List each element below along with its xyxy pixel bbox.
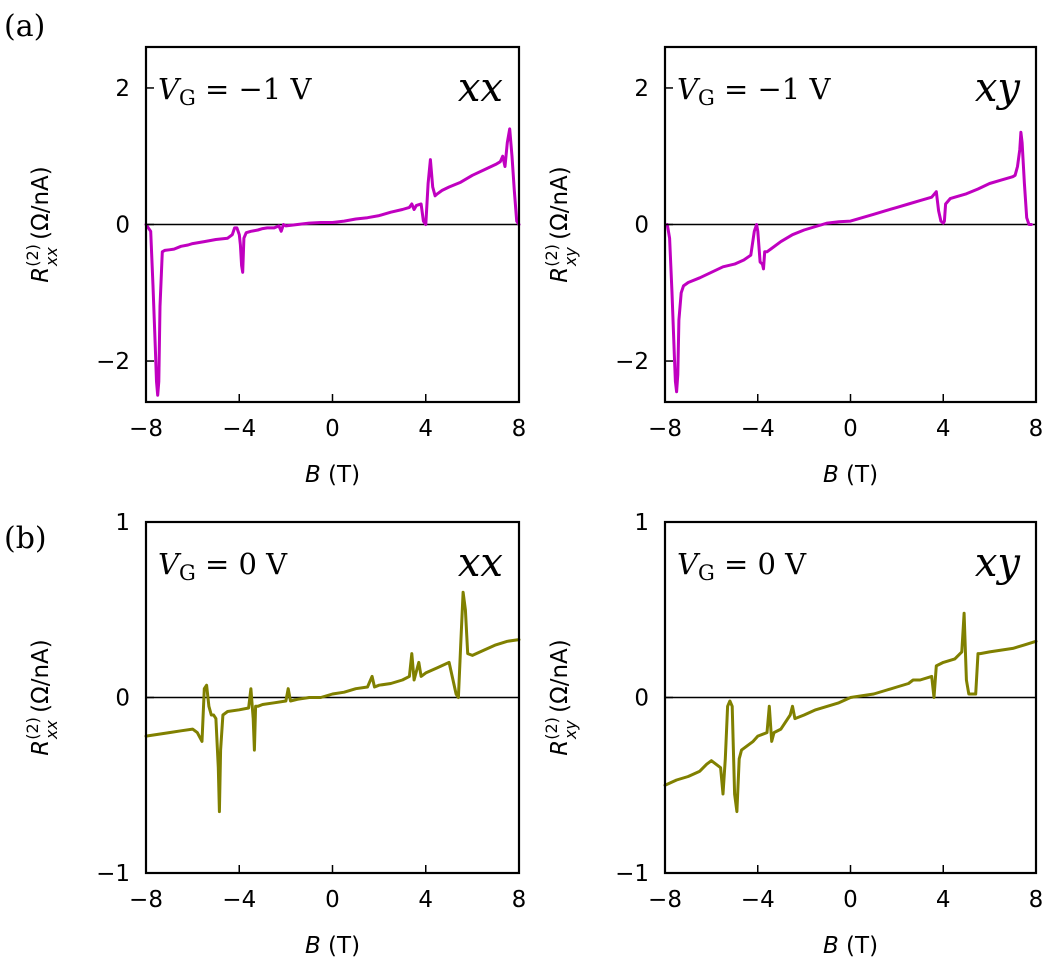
series-line-a-xx (144, 127, 521, 397)
gate-voltage-label: VG = −1 V (677, 72, 831, 110)
x-axis-var: B (823, 933, 839, 959)
y-axis-superscript: (2) (23, 717, 42, 740)
y-axis-superscript: (2) (542, 244, 561, 267)
x-tick-label: −4 (741, 887, 775, 913)
x-tick-label: −8 (129, 887, 163, 913)
x-tick-label: −8 (129, 416, 163, 442)
gate-symbol: V (158, 547, 182, 581)
x-tick-label: 8 (1029, 887, 1044, 913)
x-axis-var: B (305, 933, 321, 959)
y-tick-label: −1 (96, 861, 130, 887)
x-tick-label: 8 (512, 887, 527, 913)
x-tick-label: −4 (222, 416, 256, 442)
y-axis-superscript: (2) (542, 717, 561, 740)
x-tick-label: −4 (741, 416, 775, 442)
y-axis-label: R(2)xx (Ω/nA) (23, 639, 61, 756)
x-tick-label: −8 (648, 416, 682, 442)
x-axis-unit: (T) (321, 462, 360, 488)
y-axis-unit: (Ω/nA) (547, 639, 573, 720)
panel-label-a: (a) (4, 9, 45, 44)
x-axis-label: B (T) (305, 933, 360, 959)
y-axis-subscript: xy (561, 247, 580, 267)
y-axis-subscript: xx (42, 247, 61, 267)
x-axis-var: B (305, 462, 321, 488)
x-tick-label: 4 (418, 887, 433, 913)
x-axis-label: B (T) (823, 933, 878, 959)
x-axis-label: B (T) (823, 462, 878, 488)
x-tick-label: 0 (325, 887, 340, 913)
y-axis-subscript: xx (42, 720, 61, 740)
gate-voltage-label: VG = 0 V (158, 547, 288, 585)
series-line-a-xy (665, 130, 1033, 394)
y-axis-subscript: xy (561, 720, 580, 740)
y-tick-label: 2 (115, 76, 130, 102)
component-label: xx (458, 540, 503, 586)
x-axis-unit: (T) (839, 933, 878, 959)
x-tick-label: 4 (418, 416, 433, 442)
x-tick-label: 0 (325, 416, 340, 442)
component-label: xx (458, 65, 503, 111)
y-axis-unit: (Ω/nA) (28, 166, 54, 247)
gate-voltage-label: VG = −1 V (158, 72, 312, 110)
component-label: xy (975, 540, 1022, 586)
gate-value: = −1 V (715, 72, 832, 106)
x-tick-label: −8 (648, 887, 682, 913)
gate-symbol: V (158, 72, 182, 106)
x-axis-unit: (T) (839, 462, 878, 488)
y-tick-label: 1 (115, 510, 130, 536)
x-axis-var: B (823, 462, 839, 488)
series-line-b-xx (144, 590, 521, 814)
series-line-b-xy (663, 611, 1038, 814)
x-tick-label: 8 (512, 416, 527, 442)
y-tick-label: −1 (615, 861, 649, 887)
y-axis-var: R (28, 267, 54, 283)
y-tick-label: 0 (115, 686, 130, 712)
gate-symbol: V (677, 547, 701, 581)
y-tick-label: 0 (115, 213, 130, 239)
y-tick-label: 1 (634, 510, 649, 536)
y-axis-var: R (547, 740, 573, 756)
y-axis-label: R(2)xy (Ω/nA) (542, 166, 580, 283)
gate-subscript: G (179, 86, 196, 110)
y-tick-label: −2 (96, 349, 130, 375)
gate-value: = −1 V (196, 72, 313, 106)
x-axis-label: B (T) (305, 462, 360, 488)
y-axis-var: R (28, 740, 54, 756)
gate-subscript: G (698, 561, 715, 585)
x-tick-label: 4 (936, 887, 951, 913)
y-axis-label: R(2)xy (Ω/nA) (542, 639, 580, 756)
x-tick-label: 0 (843, 887, 858, 913)
y-tick-label: 0 (634, 686, 649, 712)
y-axis-superscript: (2) (23, 244, 42, 267)
x-tick-label: 8 (1029, 416, 1044, 442)
gate-subscript: G (698, 86, 715, 110)
y-tick-label: −2 (615, 349, 649, 375)
x-tick-label: 4 (936, 416, 951, 442)
y-axis-unit: (Ω/nA) (547, 166, 573, 247)
y-tick-label: 0 (634, 213, 649, 239)
y-axis-unit: (Ω/nA) (28, 639, 54, 720)
panel-label-b: (b) (4, 521, 47, 556)
gate-value: = 0 V (715, 547, 807, 581)
y-tick-label: 2 (634, 76, 649, 102)
gate-voltage-label: VG = 0 V (677, 547, 807, 585)
x-tick-label: 0 (843, 416, 858, 442)
x-axis-unit: (T) (321, 933, 360, 959)
y-axis-label: R(2)xx (Ω/nA) (23, 166, 61, 283)
component-label: xy (975, 65, 1022, 111)
gate-symbol: V (677, 72, 701, 106)
y-axis-var: R (547, 267, 573, 283)
x-tick-label: −4 (222, 887, 256, 913)
gate-value: = 0 V (196, 547, 288, 581)
gate-subscript: G (179, 561, 196, 585)
